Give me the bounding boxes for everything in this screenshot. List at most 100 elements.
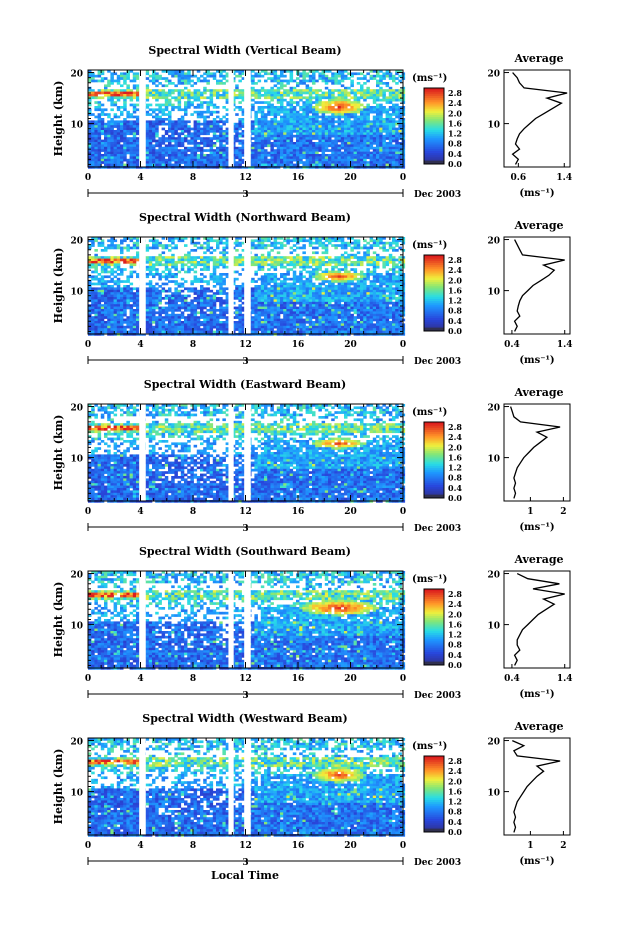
heatmap-cell xyxy=(260,74,265,78)
heatmap-cell xyxy=(334,82,338,85)
heatmap-cell xyxy=(366,270,370,274)
heatmap-cell xyxy=(113,122,118,126)
heatmap-cell xyxy=(305,74,310,78)
colorbar-segment xyxy=(424,127,444,131)
heatmap-cell xyxy=(392,287,396,291)
heatmap-cell xyxy=(305,287,310,291)
heatmap-cell xyxy=(145,94,150,97)
heatmap-cell xyxy=(328,94,332,97)
heatmap-cell xyxy=(110,280,114,283)
heatmap-cell xyxy=(321,273,326,276)
heatmap-cell xyxy=(369,158,374,162)
heatmap-cell xyxy=(283,118,287,121)
heatmap-cell xyxy=(177,106,182,109)
heatmap-cell xyxy=(395,72,399,76)
heatmap-cell xyxy=(363,120,367,124)
heatmap-cell xyxy=(328,292,332,295)
heatmap-cell xyxy=(334,292,338,295)
heatmap-cell xyxy=(280,261,284,264)
heatmap-cell xyxy=(145,294,150,298)
heatmap-cell xyxy=(88,244,92,247)
heatmap-cell xyxy=(216,127,220,131)
heatmap-cell xyxy=(238,120,242,124)
heatmap-cell xyxy=(206,268,210,271)
heatmap-cell xyxy=(254,156,258,160)
heatmap-cell xyxy=(379,134,383,138)
x-tick-label: 16 xyxy=(292,173,305,183)
heatmap-cell xyxy=(289,146,294,150)
heatmap-cell xyxy=(132,130,137,133)
heatmap-cell xyxy=(286,270,290,274)
heatmap-cell xyxy=(363,142,367,145)
heatmap-cell xyxy=(222,241,226,245)
heatmap-cell xyxy=(350,101,354,104)
heatmap-cell xyxy=(347,237,351,240)
heatmap-cell xyxy=(187,163,191,167)
heatmap-cell xyxy=(260,113,265,116)
heatmap-cell xyxy=(120,156,124,160)
x-tick-label: 12 xyxy=(239,173,252,183)
heatmap-cell xyxy=(212,134,217,138)
heatmap-cell xyxy=(161,137,166,140)
heatmap-cell xyxy=(328,144,332,148)
heatmap-cell xyxy=(267,94,271,97)
heatmap-cell xyxy=(164,263,169,267)
heatmap-cell xyxy=(196,294,201,298)
heatmap-cell xyxy=(168,89,172,92)
heatmap-cell xyxy=(289,79,294,83)
heatmap-cell xyxy=(382,151,386,155)
heatmap-cell xyxy=(187,96,191,100)
heatmap-cell xyxy=(283,285,287,288)
heatmap-cell xyxy=(225,134,230,138)
heatmap-cell xyxy=(184,151,188,155)
heatmap-cell xyxy=(331,237,335,240)
heatmap-cell xyxy=(168,297,172,300)
heatmap-cell xyxy=(321,287,326,291)
heatmap-cell xyxy=(257,122,262,126)
heatmap-cell xyxy=(254,132,258,136)
heatmap-cell xyxy=(257,144,262,148)
heatmap-cell xyxy=(232,91,236,95)
heatmap-cell xyxy=(238,292,242,295)
heatmap-cell xyxy=(276,91,281,95)
heatmap-cell xyxy=(168,244,172,247)
heatmap-cell xyxy=(225,94,230,97)
heatmap-cell xyxy=(392,258,396,262)
heatmap-cell xyxy=(312,273,316,276)
heatmap-cell xyxy=(260,130,265,133)
heatmap-cell xyxy=(164,137,169,140)
heatmap-cell xyxy=(216,137,220,140)
heatmap-cell xyxy=(132,132,137,136)
heatmap-cell xyxy=(164,130,169,133)
heatmap-cell xyxy=(299,277,303,281)
heatmap-cell xyxy=(366,144,370,148)
heatmap-cell xyxy=(353,118,358,121)
heatmap-cell xyxy=(299,287,303,291)
heatmap-cell xyxy=(344,251,348,255)
heatmap-cell xyxy=(356,118,361,121)
heatmap-cell xyxy=(91,265,95,269)
heatmap-cell xyxy=(395,115,399,119)
heatmap-cell xyxy=(260,139,265,143)
heatmap-cell xyxy=(273,96,278,100)
heatmap-cell xyxy=(328,130,332,133)
heatmap-cell xyxy=(113,265,118,269)
heatmap-cell xyxy=(299,98,303,102)
heatmap-cell xyxy=(196,292,201,295)
heatmap-cell xyxy=(388,118,393,121)
heatmap-cell xyxy=(94,297,98,300)
heatmap-cell xyxy=(276,237,281,240)
heatmap-cell xyxy=(392,77,396,80)
heatmap-cell xyxy=(264,96,268,100)
heatmap-cell xyxy=(302,118,306,121)
heatmap-cell xyxy=(388,287,393,291)
heatmap-cell xyxy=(299,154,303,157)
heatmap-cell xyxy=(312,127,316,131)
heatmap-cell xyxy=(369,263,374,267)
heatmap-cell xyxy=(180,297,185,300)
heatmap-cell xyxy=(136,103,140,107)
heatmap-cell xyxy=(216,82,220,85)
heatmap-cell xyxy=(366,285,370,288)
heatmap-cell xyxy=(177,142,182,145)
heatmap-cell xyxy=(145,151,150,155)
